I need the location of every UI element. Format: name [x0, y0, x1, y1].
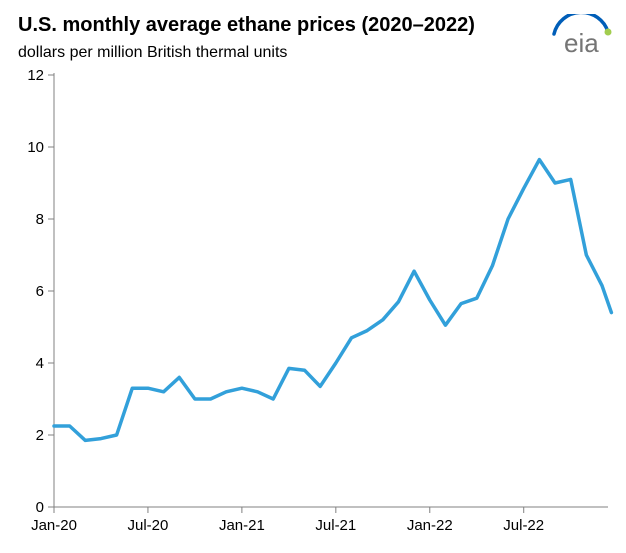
x-tick-label: Jul-20 — [113, 517, 183, 534]
x-tick-label: Jul-21 — [301, 517, 371, 534]
y-tick-label: 6 — [14, 283, 44, 300]
y-tick-label: 0 — [14, 499, 44, 516]
y-tick-label: 2 — [14, 427, 44, 444]
ethane-price-line — [54, 160, 611, 441]
x-tick-label: Jan-20 — [19, 517, 89, 534]
y-tick-label: 12 — [14, 67, 44, 84]
x-tick-label: Jan-22 — [395, 517, 465, 534]
y-tick-label: 10 — [14, 139, 44, 156]
x-tick-label: Jan-21 — [207, 517, 277, 534]
line-chart — [0, 0, 626, 553]
y-tick-label: 4 — [14, 355, 44, 372]
y-tick-label: 8 — [14, 211, 44, 228]
x-tick-label: Jul-22 — [489, 517, 559, 534]
